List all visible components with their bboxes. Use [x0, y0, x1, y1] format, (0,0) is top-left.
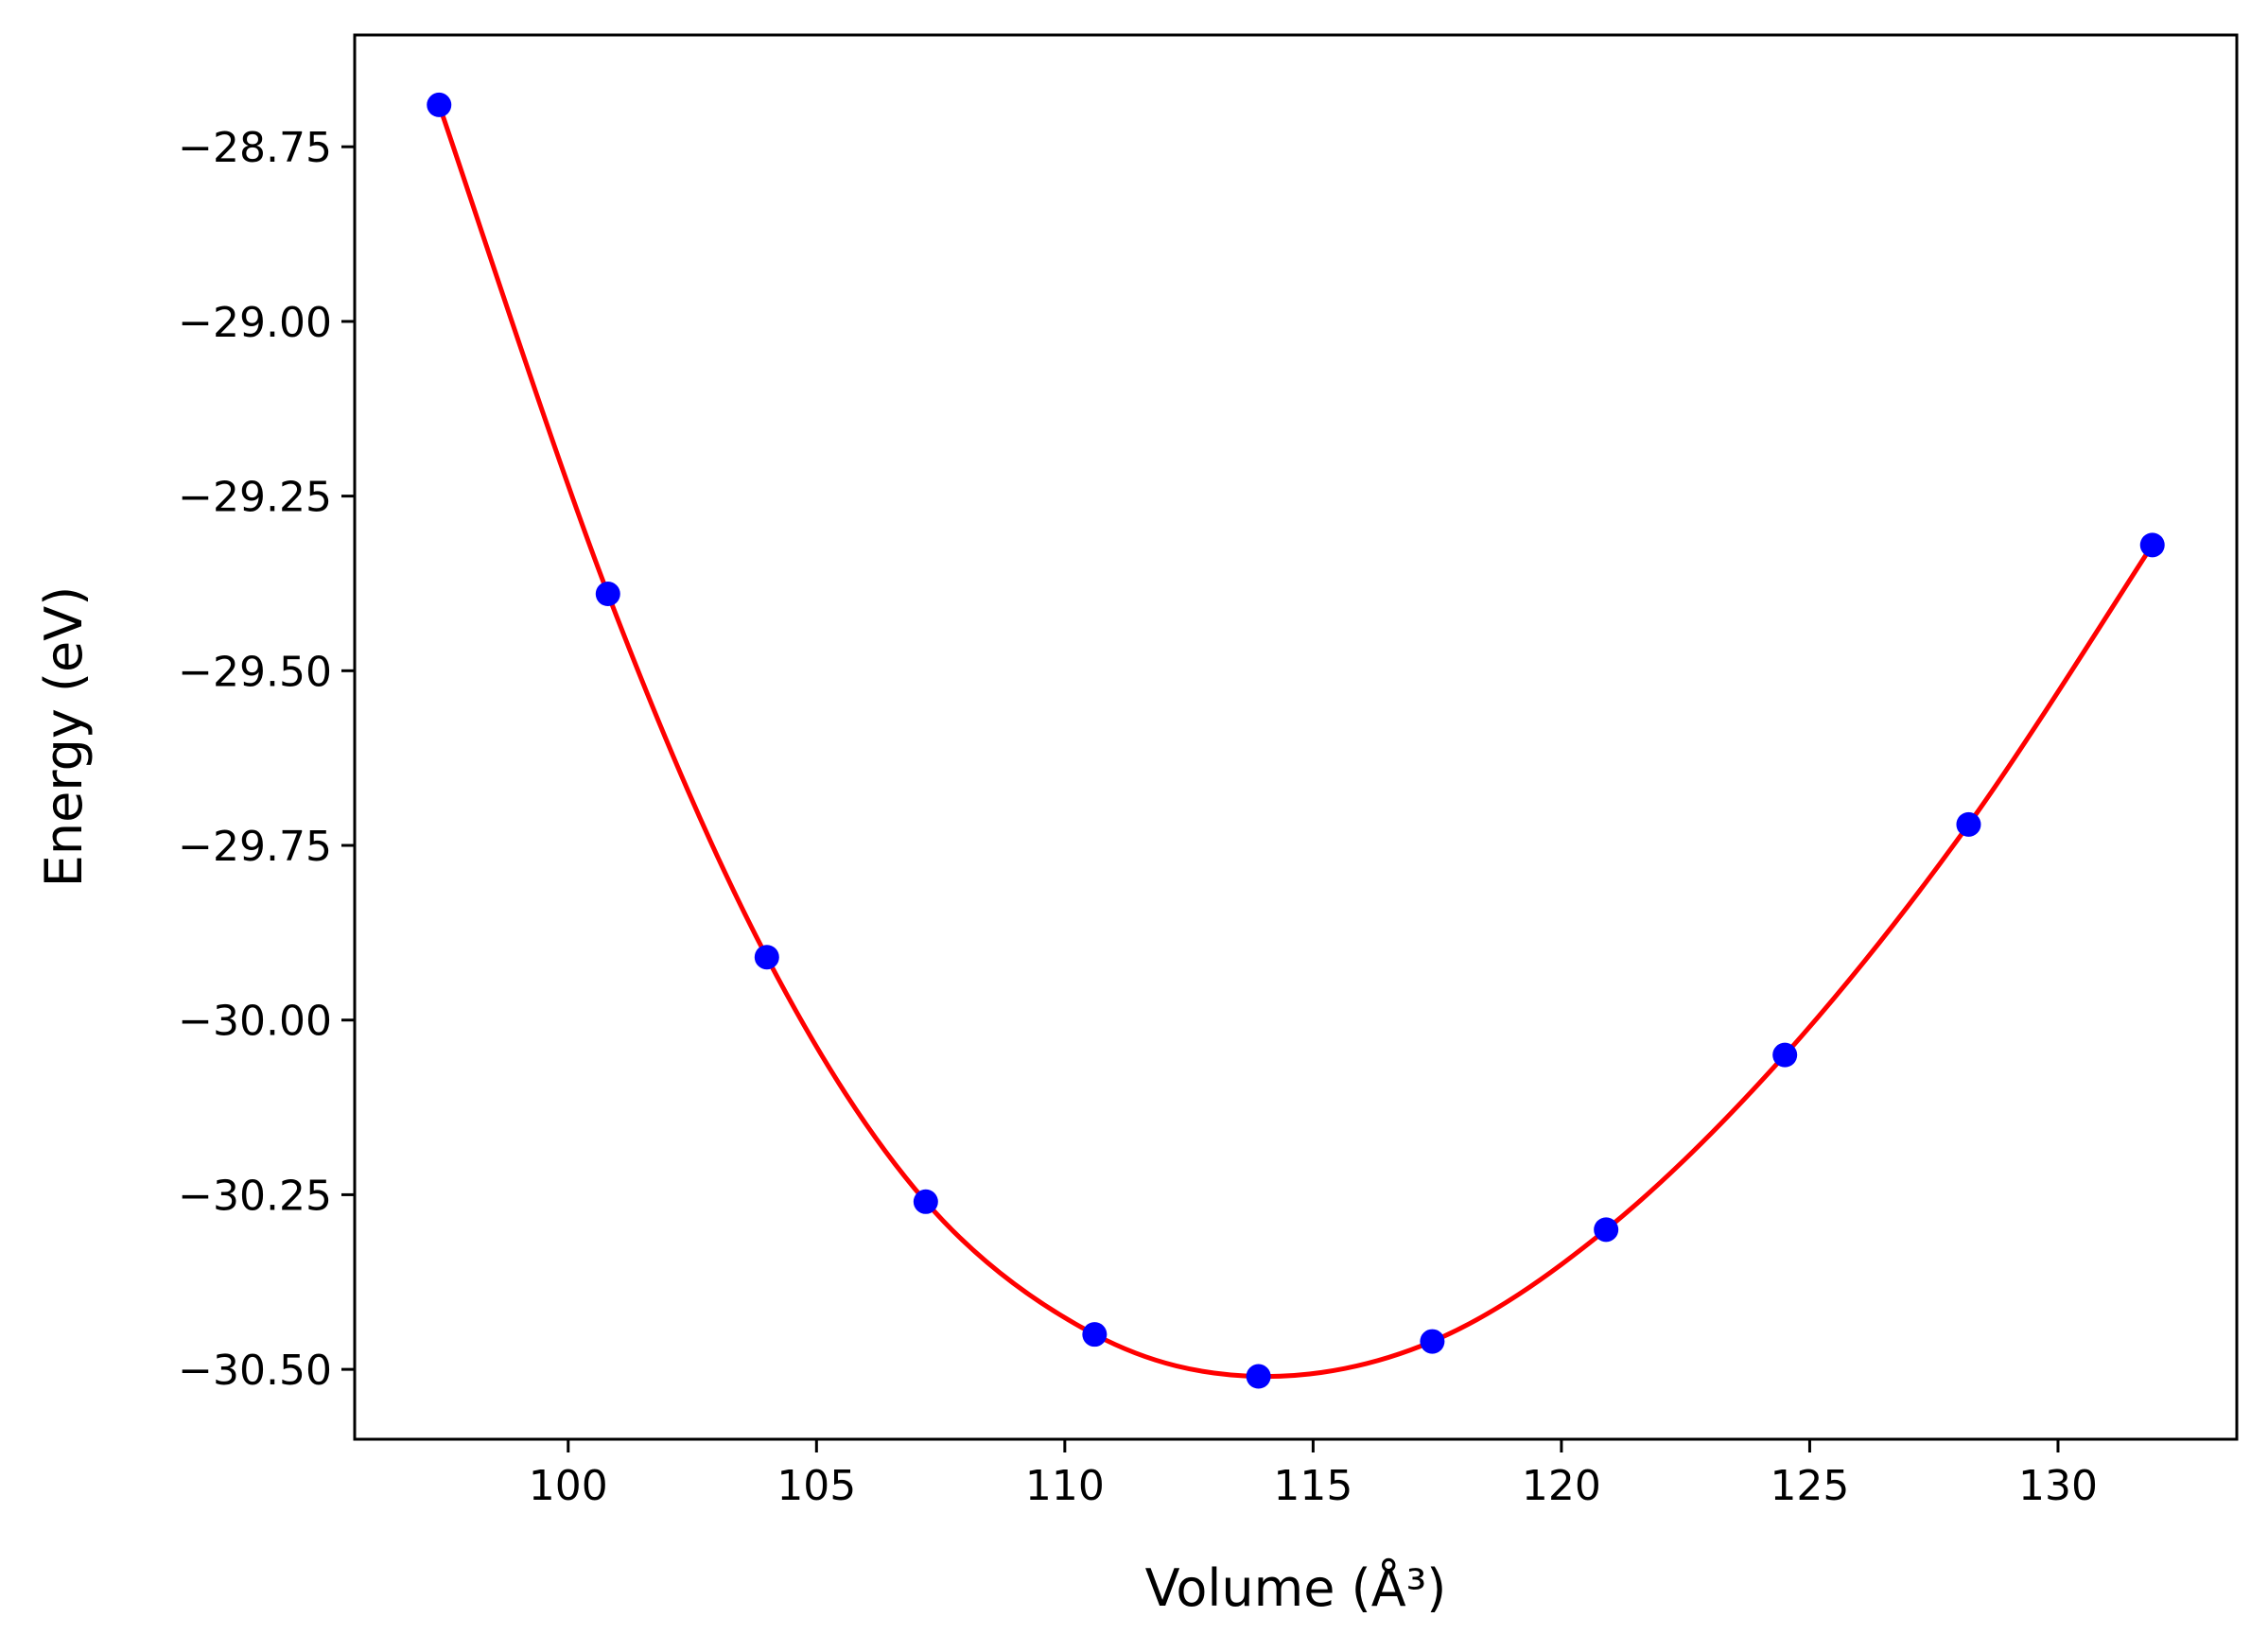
data-point	[1420, 1329, 1445, 1354]
data-point	[427, 92, 452, 117]
y-tick-label: −29.75	[178, 823, 332, 871]
x-axis-title: Volume (Å³)	[1145, 1557, 1447, 1618]
y-tick-label: −29.00	[178, 299, 332, 347]
data-point	[1956, 811, 1981, 837]
data-points	[427, 92, 2165, 1389]
data-point	[1594, 1217, 1619, 1243]
data-point	[1082, 1322, 1108, 1348]
x-tick-label: 130	[2018, 1462, 2098, 1510]
data-point	[1772, 1042, 1798, 1068]
fit-curve	[436, 104, 2155, 1380]
data-point	[754, 945, 779, 970]
data-point	[913, 1189, 938, 1214]
y-tick-label: −30.50	[178, 1347, 332, 1395]
x-tick-label: 110	[1025, 1462, 1105, 1510]
y-tick-label: −29.50	[178, 648, 332, 696]
plot-frame	[353, 33, 2239, 1441]
y-tick-label: −29.25	[178, 474, 332, 522]
y-tick-label: −28.75	[178, 124, 332, 172]
x-tick-label: 100	[529, 1462, 608, 1510]
x-tick-label: 115	[1273, 1462, 1352, 1510]
x-tick-label: 125	[1770, 1462, 1849, 1510]
x-axis-ticks: 100 105 110 115 120 125 130	[529, 1439, 2098, 1510]
data-point	[595, 582, 620, 607]
x-tick-label: 120	[1522, 1462, 1601, 1510]
y-axis-ticks: −28.75 −29.00 −29.25 −29.50 −29.75 −30.00 −30.…	[178, 124, 355, 1395]
data-point	[2139, 532, 2165, 558]
x-tick-label: 105	[776, 1462, 856, 1510]
y-tick-label: −30.00	[178, 998, 332, 1046]
y-tick-label: −30.25	[178, 1172, 332, 1220]
data-point	[1246, 1364, 1271, 1389]
y-axis-title: Energy (eV)	[34, 586, 94, 888]
